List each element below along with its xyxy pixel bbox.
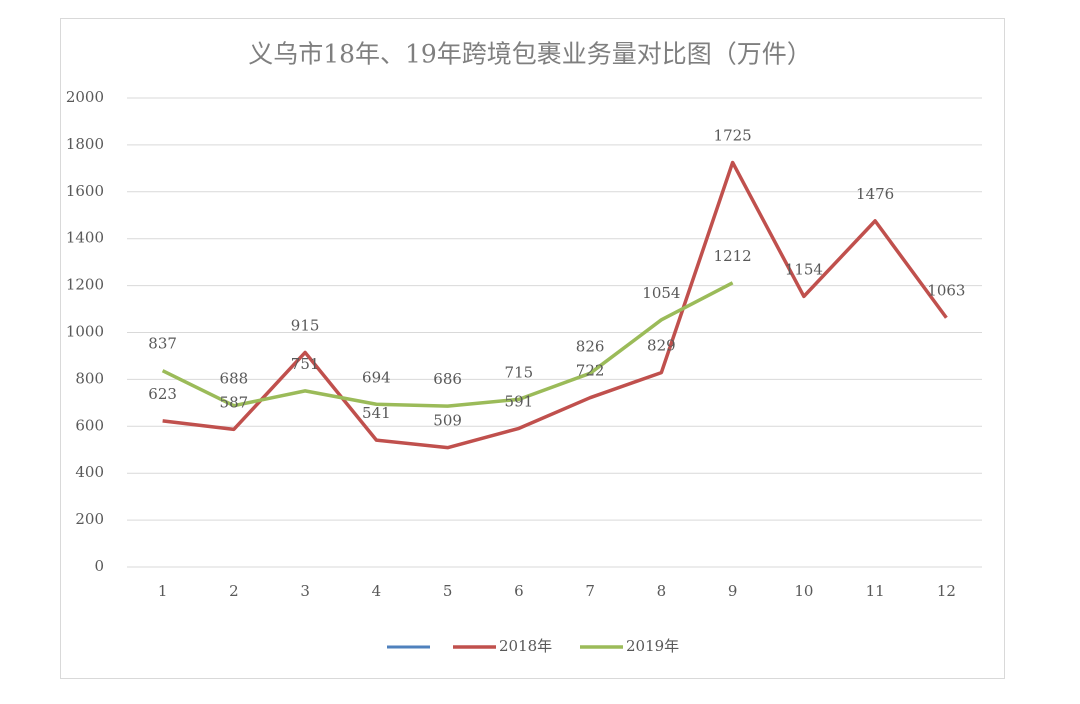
- y-tick-label: 200: [75, 510, 104, 528]
- x-tick-label: 9: [728, 582, 738, 600]
- data-label: 623: [148, 385, 177, 403]
- data-label: 686: [433, 370, 462, 388]
- x-tick-label: 4: [372, 582, 382, 600]
- y-tick-label: 800: [75, 369, 104, 387]
- y-tick-label: 1600: [66, 182, 104, 200]
- y-tick-label: 1400: [66, 229, 104, 247]
- x-tick-label: 6: [514, 582, 524, 600]
- y-tick-label: 1800: [66, 135, 104, 153]
- y-tick-label: 0: [94, 557, 104, 575]
- y-tick-label: 2000: [66, 88, 104, 106]
- x-tick-label: 5: [443, 582, 453, 600]
- data-label: 1212: [714, 247, 752, 265]
- legend-label: 2019年: [626, 637, 679, 655]
- data-label: 826: [576, 337, 605, 355]
- data-label: 1154: [785, 260, 823, 278]
- data-label: 1054: [642, 284, 680, 302]
- y-tick-label: 1200: [66, 276, 104, 294]
- x-tick-label: 2: [229, 582, 239, 600]
- x-tick-label: 12: [937, 582, 956, 600]
- data-label: 715: [505, 363, 534, 381]
- data-label: 829: [647, 337, 676, 355]
- data-label: 751: [291, 355, 320, 373]
- data-label: 587: [220, 393, 249, 411]
- data-label: 509: [433, 412, 462, 430]
- x-tick-label: 8: [657, 582, 667, 600]
- data-label: 694: [362, 368, 391, 386]
- data-label: 915: [291, 316, 320, 334]
- x-tick-label: 1: [158, 582, 168, 600]
- data-label: 837: [148, 335, 177, 353]
- y-tick-label: 600: [75, 416, 104, 434]
- series-line: [161, 281, 734, 408]
- data-label: 541: [362, 404, 391, 422]
- legend-label: 2018年: [499, 637, 552, 655]
- x-tick-label: 7: [585, 582, 595, 600]
- data-label: 1476: [856, 185, 894, 203]
- x-tick-label: 10: [794, 582, 813, 600]
- y-tick-label: 400: [75, 463, 104, 481]
- x-tick-label: 11: [866, 582, 885, 600]
- y-tick-label: 1000: [66, 323, 104, 341]
- series-line: [162, 160, 948, 450]
- chart-title: 义乌市18年、19年跨境包裹业务量对比图（万件）: [248, 40, 812, 69]
- x-tick-label: 3: [300, 582, 310, 600]
- data-label: 722: [576, 362, 605, 380]
- data-label: 591: [505, 392, 534, 410]
- chart-frame: [60, 18, 1005, 679]
- data-label: 1063: [927, 282, 965, 300]
- data-label: 688: [220, 370, 249, 388]
- data-label: 1725: [714, 126, 752, 144]
